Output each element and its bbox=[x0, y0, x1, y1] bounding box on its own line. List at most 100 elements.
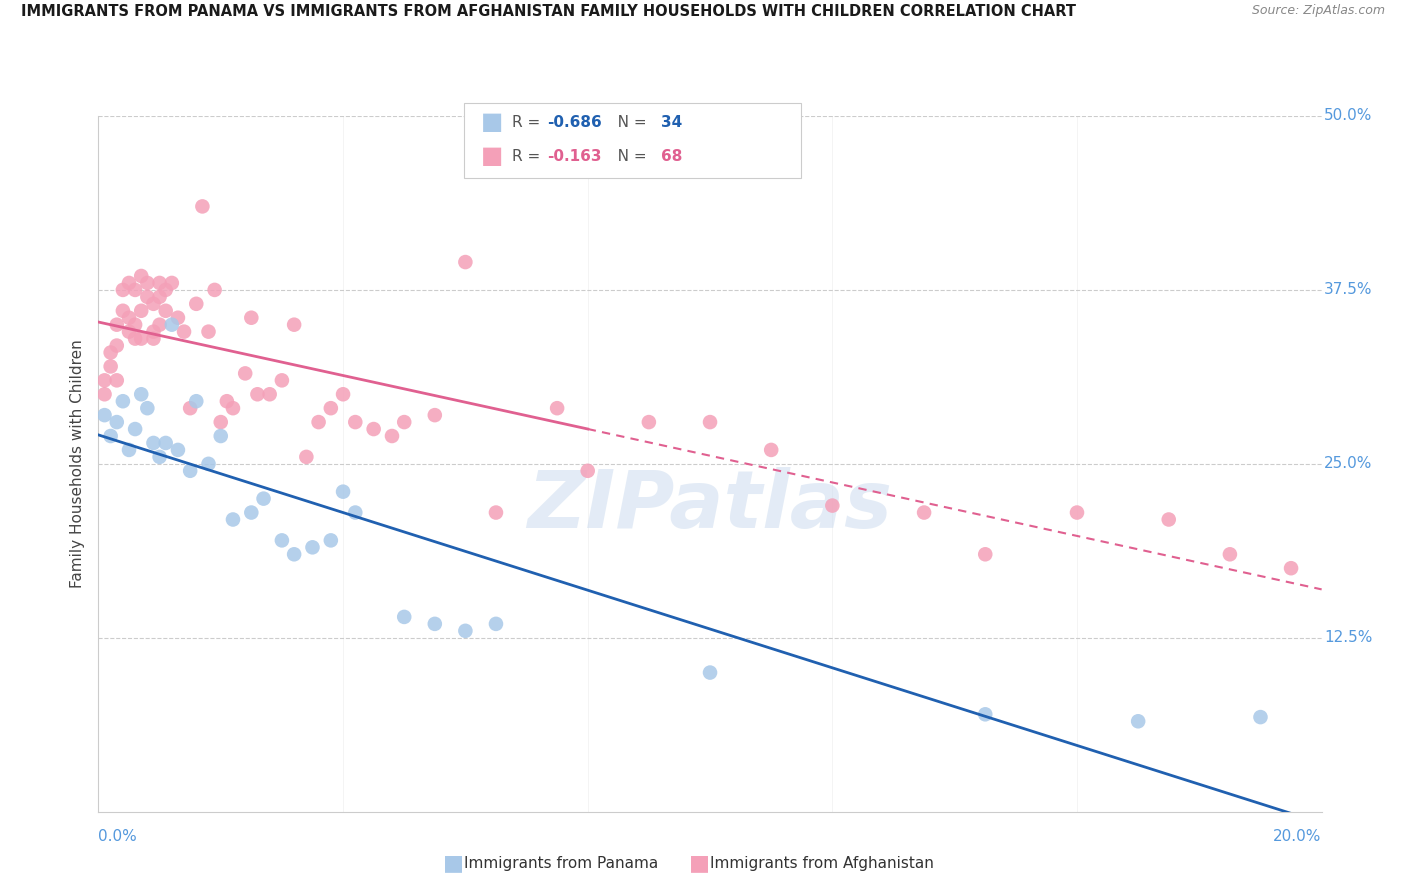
Point bbox=[129, 303, 152, 318]
Point bbox=[392, 610, 416, 624]
Text: N =: N = bbox=[603, 149, 651, 163]
Point bbox=[423, 408, 446, 422]
Point bbox=[160, 276, 183, 290]
Point bbox=[270, 373, 292, 387]
Point bbox=[191, 199, 214, 213]
Text: Immigrants from Afghanistan: Immigrants from Afghanistan bbox=[710, 856, 934, 871]
Point bbox=[222, 512, 245, 526]
Point bbox=[270, 533, 292, 548]
Point bbox=[454, 255, 477, 269]
Point bbox=[136, 276, 159, 290]
Point bbox=[179, 401, 201, 416]
Point bbox=[93, 408, 115, 422]
Point bbox=[93, 373, 115, 387]
Text: -0.163: -0.163 bbox=[547, 149, 602, 163]
Point bbox=[142, 332, 165, 346]
Point bbox=[485, 616, 508, 631]
Point bbox=[233, 367, 256, 381]
Point bbox=[546, 401, 568, 416]
Point bbox=[454, 624, 477, 638]
Text: Source: ZipAtlas.com: Source: ZipAtlas.com bbox=[1251, 4, 1385, 18]
Point bbox=[105, 338, 128, 352]
Text: 0.0%: 0.0% bbox=[98, 830, 138, 844]
Point bbox=[240, 310, 263, 325]
Point bbox=[124, 318, 146, 332]
Point bbox=[1128, 714, 1150, 729]
Text: ■: ■ bbox=[443, 854, 464, 873]
Text: 50.0%: 50.0% bbox=[1324, 109, 1372, 123]
Point bbox=[105, 415, 128, 429]
Text: ■: ■ bbox=[481, 145, 503, 168]
Point bbox=[149, 276, 172, 290]
Point bbox=[363, 422, 385, 436]
Point bbox=[167, 442, 190, 457]
Point bbox=[204, 283, 226, 297]
Text: Immigrants from Panama: Immigrants from Panama bbox=[464, 856, 658, 871]
Point bbox=[124, 332, 146, 346]
Point bbox=[155, 436, 177, 450]
Point bbox=[974, 707, 997, 722]
Text: ■: ■ bbox=[481, 111, 503, 134]
Text: ZIPatlas: ZIPatlas bbox=[527, 467, 893, 545]
Point bbox=[252, 491, 274, 506]
Point bbox=[392, 415, 416, 429]
Point bbox=[142, 325, 165, 339]
Point bbox=[759, 442, 782, 457]
Point bbox=[118, 276, 141, 290]
Point bbox=[259, 387, 281, 401]
Text: R =: R = bbox=[512, 149, 546, 163]
Point bbox=[160, 318, 183, 332]
Text: 68: 68 bbox=[661, 149, 682, 163]
Point bbox=[332, 387, 354, 401]
Point bbox=[129, 268, 152, 283]
Point bbox=[319, 533, 342, 548]
Point bbox=[1157, 512, 1180, 526]
Point bbox=[1066, 506, 1088, 520]
Point bbox=[155, 283, 177, 297]
Point bbox=[197, 457, 219, 471]
Point bbox=[246, 387, 269, 401]
Point bbox=[209, 429, 232, 443]
Point bbox=[111, 303, 134, 318]
Point bbox=[485, 506, 508, 520]
Text: 25.0%: 25.0% bbox=[1324, 457, 1372, 471]
Point bbox=[319, 401, 342, 416]
Text: 37.5%: 37.5% bbox=[1324, 283, 1372, 297]
Text: IMMIGRANTS FROM PANAMA VS IMMIGRANTS FROM AFGHANISTAN FAMILY HOUSEHOLDS WITH CHI: IMMIGRANTS FROM PANAMA VS IMMIGRANTS FRO… bbox=[21, 4, 1076, 20]
Point bbox=[1279, 561, 1302, 575]
Point bbox=[699, 415, 721, 429]
Point bbox=[344, 415, 367, 429]
Point bbox=[118, 442, 141, 457]
Point bbox=[100, 429, 122, 443]
Point bbox=[111, 394, 134, 409]
Point bbox=[167, 310, 190, 325]
Point bbox=[186, 297, 208, 311]
Point bbox=[155, 303, 177, 318]
Text: 34: 34 bbox=[661, 115, 682, 129]
Point bbox=[209, 415, 232, 429]
Text: R =: R = bbox=[512, 115, 546, 129]
Point bbox=[301, 541, 323, 555]
Point bbox=[93, 387, 115, 401]
Point bbox=[197, 325, 219, 339]
Point bbox=[136, 290, 159, 304]
Point bbox=[699, 665, 721, 680]
Point bbox=[111, 283, 134, 297]
Point bbox=[637, 415, 661, 429]
Point bbox=[100, 345, 122, 359]
Point bbox=[105, 318, 128, 332]
Point bbox=[912, 506, 935, 520]
Text: ■: ■ bbox=[689, 854, 710, 873]
Text: -0.686: -0.686 bbox=[547, 115, 602, 129]
Point bbox=[118, 310, 141, 325]
Point bbox=[344, 506, 367, 520]
Point bbox=[283, 318, 305, 332]
Point bbox=[149, 290, 172, 304]
Point bbox=[1219, 547, 1241, 561]
Point bbox=[332, 484, 354, 499]
Y-axis label: Family Households with Children: Family Households with Children bbox=[70, 340, 86, 588]
Point bbox=[179, 464, 201, 478]
Text: 12.5%: 12.5% bbox=[1324, 631, 1372, 645]
Point bbox=[576, 464, 599, 478]
Point bbox=[100, 359, 122, 374]
